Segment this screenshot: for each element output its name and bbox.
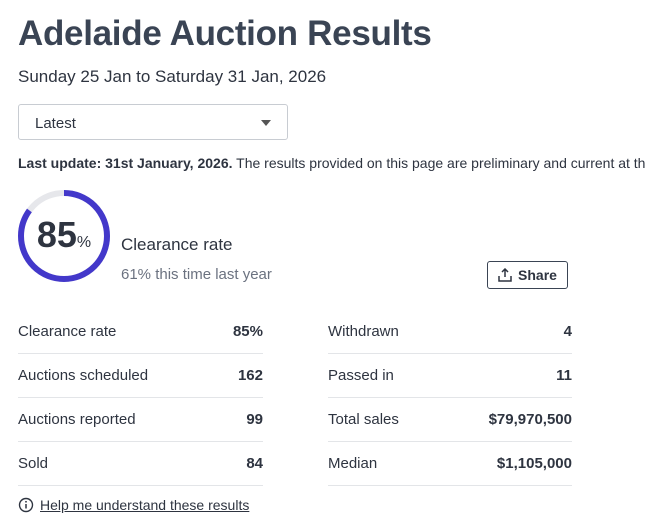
date-range: Sunday 25 Jan to Saturday 31 Jan, 2026 — [18, 67, 327, 86]
gauge-arc — [18, 190, 110, 282]
stat-label: Auctions reported — [18, 411, 136, 428]
update-text: The results provided on this page are pr… — [236, 155, 646, 171]
stat-row: Median $1,105,000 — [328, 442, 572, 486]
gauge-label: Clearance rate — [121, 235, 233, 254]
update-label: Last update: 31st January, 2026. — [18, 155, 233, 171]
share-label: Share — [518, 267, 557, 283]
stat-value: 84 — [246, 455, 263, 472]
title: Adelaide Auction Results — [18, 14, 432, 53]
gauge-unit: % — [76, 234, 92, 251]
stat-row: Auctions reported 99 — [18, 398, 263, 442]
stat-row: Passed in 11 — [328, 354, 572, 398]
gauge — [18, 190, 110, 282]
stat-row: Sold 84 — [18, 442, 263, 486]
share-icon — [498, 268, 512, 282]
stat-label: Sold — [18, 455, 49, 472]
stat-value: $1,105,000 — [496, 455, 572, 472]
stat-value: 99 — [246, 411, 263, 428]
stat-label: Total sales — [328, 411, 399, 428]
stat-row: Auctions scheduled 162 — [18, 354, 263, 398]
update-note: Last update: 31st January, 2026. The res… — [18, 155, 645, 171]
period-dropdown[interactable]: Latest — [18, 104, 288, 140]
gauge-value: 85% — [18, 214, 110, 256]
stat-value: 4 — [563, 323, 572, 340]
stat-row: Withdrawn 4 — [328, 310, 572, 354]
stat-label: Clearance rate — [18, 323, 117, 340]
stat-label: Withdrawn — [328, 323, 399, 340]
gauge-comparison: 61% this time last year — [121, 266, 272, 283]
stats-right: Withdrawn 4 Passed in 11 Total sales $79,970,… — [328, 310, 572, 486]
help-link[interactable]: Help me understand these results — [40, 497, 250, 513]
stat-row: Clearance rate 85% — [18, 310, 263, 354]
stat-value: $79,970,500 — [488, 411, 572, 428]
stat-label: Median — [328, 455, 378, 472]
stats-left: Clearance rate 85% Auctions scheduled 162 Au… — [18, 310, 263, 486]
dropdown-caret — [261, 120, 271, 126]
gauge-number: 85 — [36, 214, 77, 255]
share-button[interactable]: Share — [487, 261, 568, 289]
stat-row: Total sales $79,970,500 — [328, 398, 572, 442]
stat-label: Passed in — [328, 367, 394, 384]
stat-value: 85% — [232, 323, 263, 340]
info-icon — [18, 497, 34, 513]
stat-value: 162 — [237, 367, 263, 384]
help: Help me understand these results — [18, 497, 249, 513]
stat-value: 11 — [556, 367, 572, 384]
stat-label: Auctions scheduled — [18, 367, 149, 384]
dropdown-value: Latest — [35, 115, 76, 132]
